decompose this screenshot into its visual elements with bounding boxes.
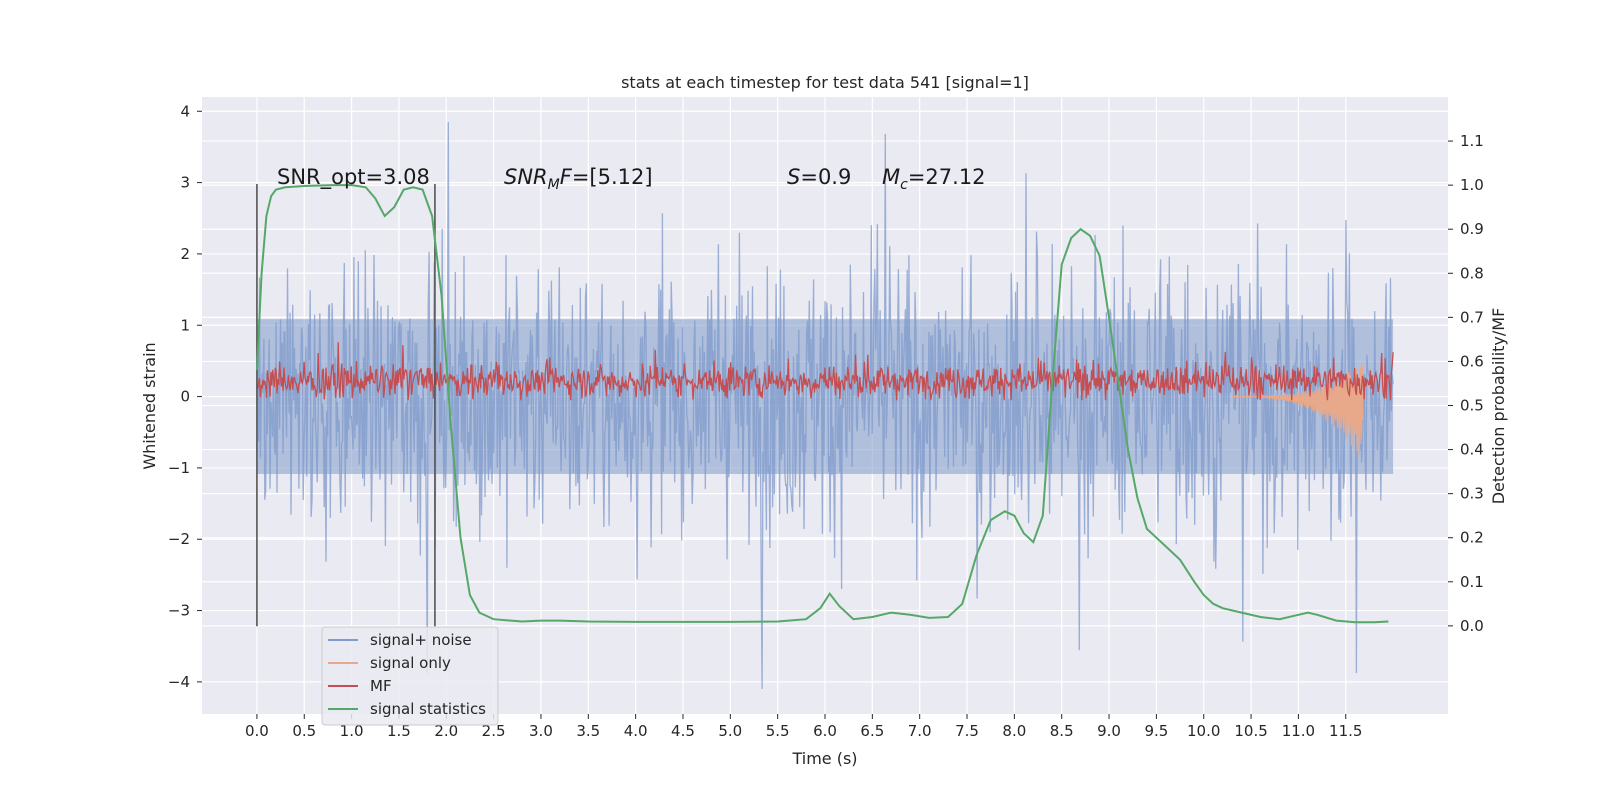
annotation-s-value: =0.9 <box>800 165 851 189</box>
annotation-snr-mf-sub: M <box>548 177 560 193</box>
annotation-snr-mf-value: =[5.12] <box>572 165 653 189</box>
y-tick-label-2: −2 <box>168 530 190 548</box>
x-tick-label-19: 9.5 <box>1144 722 1168 740</box>
annotation-snr-mf-mid: F <box>560 165 573 189</box>
series-signal-noise-core <box>256 319 1394 474</box>
annotation-mc-value: =27.12 <box>908 165 986 189</box>
y2-tick-label-8: 0.8 <box>1460 264 1484 282</box>
x-tick-label-15: 7.5 <box>955 722 979 740</box>
x-tick-label-16: 8.0 <box>1002 722 1026 740</box>
x-tick-label-2: 1.0 <box>340 722 364 740</box>
y-tick-label-6: 2 <box>180 245 190 263</box>
x-tick-label-6: 3.0 <box>529 722 553 740</box>
annotation-s-prefix: S <box>787 165 800 189</box>
y2-tick-label-1: 0.1 <box>1460 573 1484 591</box>
y2-tick-label-4: 0.4 <box>1460 441 1484 459</box>
x-tick-label-3: 1.5 <box>387 722 411 740</box>
legend-label-signal-noise: signal+ noise <box>370 631 472 649</box>
annotation-snr-mf-prefix: SNR <box>504 165 548 189</box>
y2-tick-label-5: 0.5 <box>1460 397 1484 415</box>
x-tick-label-21: 10.5 <box>1234 722 1267 740</box>
series-mf <box>256 342 1394 401</box>
x-tick-label-22: 11.0 <box>1282 722 1315 740</box>
chart-title: stats at each timestep for test data 541… <box>621 73 1029 92</box>
annotation-mc-sub: c <box>900 177 908 193</box>
y2-tick-label-2: 0.2 <box>1460 529 1484 547</box>
y-tick-label-1: −3 <box>168 602 190 620</box>
legend: signal+ noise signal only MF signal stat… <box>321 626 499 726</box>
y-tick-label-5: 1 <box>180 316 190 334</box>
x-tick-label-8: 4.0 <box>624 722 648 740</box>
y-axis-label: Whitened strain <box>140 342 159 469</box>
y2-tick-label-7: 0.7 <box>1460 308 1484 326</box>
annotation-snr-mf: SNRMF=[5.12] <box>504 165 653 193</box>
legend-label-signal-statistics: signal statistics <box>370 700 486 718</box>
x-tick-label-17: 8.5 <box>1050 722 1074 740</box>
series-layer <box>255 121 1394 690</box>
y2-tick-label-9: 0.9 <box>1460 220 1484 238</box>
y2-axis-label: Detection probability/MF <box>1489 308 1508 505</box>
annotation-s: S=0.9 <box>787 165 851 189</box>
annotation-mc-prefix: M <box>882 165 900 189</box>
x-tick-label-13: 6.5 <box>860 722 884 740</box>
x-tick-label-1: 0.5 <box>292 722 316 740</box>
x-tick-label-10: 5.0 <box>718 722 742 740</box>
series-signal-only <box>1232 362 1364 456</box>
legend-box <box>321 626 499 726</box>
x-tick-label-12: 6.0 <box>813 722 837 740</box>
x-tick-label-4: 2.0 <box>434 722 458 740</box>
series-signal-statistics <box>255 184 1389 624</box>
annotations: SNR_opt=3.08 SNRMF=[5.12] S=0.9 Mc=27.12 <box>277 165 986 193</box>
y2-tick-label-3: 0.3 <box>1460 485 1484 503</box>
y-tick-label-4: 0 <box>180 388 190 406</box>
annotation-mc: Mc=27.12 <box>882 165 986 193</box>
x-tick-label-5: 2.5 <box>482 722 506 740</box>
y2-tick-label-6: 0.6 <box>1460 352 1484 370</box>
y2-tick-label-0: 0.0 <box>1460 617 1484 635</box>
annotation-snr-opt: SNR_opt=3.08 <box>277 165 430 190</box>
y2-tick-label-11: 1.1 <box>1460 132 1484 150</box>
x-tick-label-20: 10.0 <box>1187 722 1220 740</box>
x-tick-label-11: 5.5 <box>766 722 790 740</box>
legend-label-mf: MF <box>370 677 392 695</box>
x-tick-label-0: 0.0 <box>245 722 269 740</box>
y-tick-label-8: 4 <box>180 102 190 120</box>
x-tick-label-23: 11.5 <box>1329 722 1362 740</box>
annotation-snr-opt-text: SNR_opt=3.08 <box>277 165 430 190</box>
x-tick-label-18: 9.0 <box>1097 722 1121 740</box>
x-tick-label-9: 4.5 <box>671 722 695 740</box>
x-tick-label-14: 7.0 <box>908 722 932 740</box>
y-tick-label-0: −4 <box>168 673 190 691</box>
x-tick-label-7: 3.5 <box>576 722 600 740</box>
y2-tick-label-10: 1.0 <box>1460 176 1484 194</box>
x-axis-label: Time (s) <box>791 749 857 768</box>
y-tick-label-3: −1 <box>168 459 190 477</box>
axes-layer: 0.0 0.5 1.0 1.5 2.0 2.5 3.0 3.5 4.0 4.5 5.0 5.5 6.0 6… <box>168 102 1484 740</box>
y-tick-label-7: 3 <box>180 174 190 192</box>
legend-label-signal-only: signal only <box>370 654 451 672</box>
